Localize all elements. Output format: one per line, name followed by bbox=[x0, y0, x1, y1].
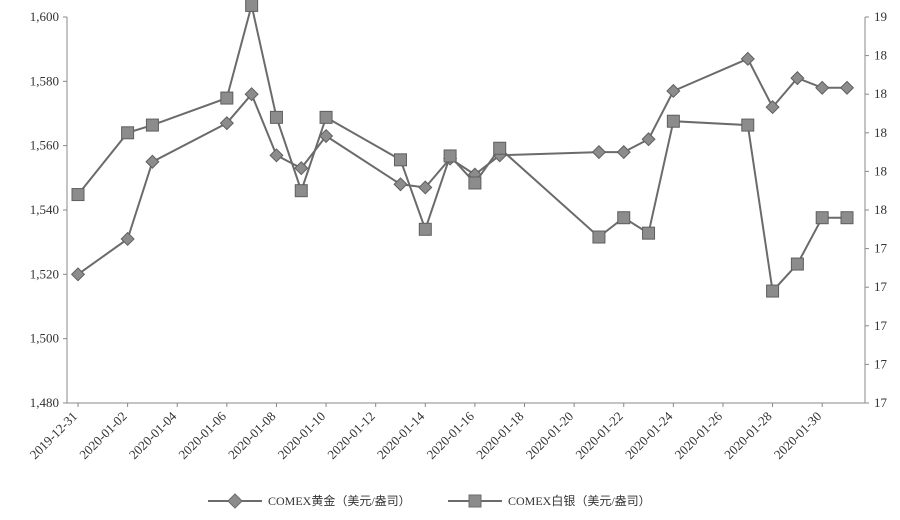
x-tick-label: 2020-01-02 bbox=[76, 409, 130, 463]
gold-data-point bbox=[641, 132, 656, 147]
gold-data-point bbox=[219, 116, 234, 131]
legend-silver-marker bbox=[468, 494, 482, 508]
right-y-ticks: 17 17 17 17 17 18 18 18 18 18 19 bbox=[865, 9, 888, 410]
silver-data-point bbox=[121, 126, 135, 140]
silver-data-point bbox=[741, 118, 755, 132]
x-tick-label: 2020-01-12 bbox=[324, 409, 378, 463]
gold-data-point bbox=[740, 51, 755, 66]
silver-data-point bbox=[592, 230, 606, 244]
silver-data-point bbox=[269, 110, 283, 124]
right-tick-label: 19 bbox=[874, 9, 887, 24]
gold-data-point bbox=[839, 80, 855, 95]
right-tick-label: 17 bbox=[874, 395, 888, 410]
legend-silver-label: COMEX白银（美元/盎司） bbox=[508, 493, 651, 508]
series-layer bbox=[70, 0, 855, 298]
silver-data-point bbox=[71, 188, 85, 202]
right-tick-label: 18 bbox=[874, 163, 887, 178]
gold-data-point bbox=[120, 231, 135, 247]
legend: COMEX黄金（美元/盎司） COMEX白银（美元/盎司） bbox=[208, 493, 651, 509]
silver-data-point bbox=[294, 184, 308, 198]
silver-data-point bbox=[319, 110, 333, 124]
gold-data-point bbox=[244, 87, 259, 102]
gold-data-point bbox=[294, 161, 309, 176]
silver-data-point bbox=[493, 141, 507, 155]
silver-data-point bbox=[145, 118, 159, 132]
gold-data-point bbox=[318, 128, 334, 144]
right-tick-label: 17 bbox=[874, 279, 888, 294]
x-tick-label: 2020-01-16 bbox=[424, 408, 478, 462]
gold-data-point bbox=[418, 180, 433, 195]
silver-data-point bbox=[468, 176, 482, 190]
left-tick-label: 1,500 bbox=[30, 331, 59, 346]
x-tick-label: 2020-01-26 bbox=[672, 408, 726, 462]
x-tick-label: 2020-01-10 bbox=[275, 409, 329, 463]
gold-data-point bbox=[666, 83, 681, 99]
x-tick-label: 2020-01-28 bbox=[721, 409, 775, 463]
right-tick-label: 18 bbox=[874, 86, 887, 101]
silver-data-point bbox=[766, 284, 780, 298]
x-tick-label: 2020-01-18 bbox=[473, 409, 527, 463]
silver-data-point bbox=[790, 257, 804, 271]
x-tick-label: 2020-01-20 bbox=[523, 409, 577, 463]
gold-data-point bbox=[269, 148, 284, 163]
x-tick-label: 2020-01-04 bbox=[126, 408, 180, 462]
legend-item-gold: COMEX黄金（美元/盎司） bbox=[208, 493, 411, 509]
left-tick-label: 1,580 bbox=[30, 73, 59, 88]
left-tick-label: 1,480 bbox=[30, 395, 59, 410]
x-tick-label: 2020-01-14 bbox=[374, 408, 428, 462]
silver-data-point bbox=[220, 91, 234, 105]
gold-data-point bbox=[765, 99, 780, 115]
right-tick-label: 17 bbox=[874, 241, 888, 256]
x-ticks: 2019-12-312020-01-022020-01-042020-01-06… bbox=[27, 403, 825, 463]
left-tick-label: 1,560 bbox=[30, 138, 59, 153]
x-tick-label: 2020-01-06 bbox=[175, 408, 229, 462]
gold-data-point bbox=[616, 145, 631, 160]
right-tick-label: 18 bbox=[874, 48, 887, 63]
silver-data-point bbox=[245, 0, 259, 12]
right-tick-label: 18 bbox=[874, 202, 887, 217]
gold-data-point bbox=[815, 80, 830, 95]
x-tick-label: 2019-12-31 bbox=[27, 409, 81, 463]
silver-series-line bbox=[77, 5, 847, 294]
x-tick-label: 2020-01-22 bbox=[572, 409, 626, 463]
left-y-ticks: 1,480 1,500 1,520 1,540 1,560 1,580 1,600 bbox=[30, 9, 67, 410]
gold-series-line bbox=[77, 57, 847, 276]
silver-data-point bbox=[840, 211, 854, 225]
x-tick-label: 2020-01-30 bbox=[771, 409, 825, 463]
left-tick-label: 1,600 bbox=[30, 9, 59, 24]
right-tick-label: 18 bbox=[874, 125, 887, 140]
gold-data-point bbox=[790, 71, 805, 86]
gold-data-point bbox=[393, 177, 408, 192]
silver-data-point bbox=[393, 153, 407, 167]
silver-data-point bbox=[617, 211, 631, 225]
legend-item-silver: COMEX白银（美元/盎司） bbox=[448, 493, 651, 508]
silver-data-point bbox=[443, 149, 457, 163]
left-tick-label: 1,520 bbox=[30, 266, 59, 281]
right-tick-label: 17 bbox=[874, 356, 888, 371]
legend-gold-marker bbox=[227, 493, 243, 509]
silver-data-point bbox=[666, 114, 680, 128]
gold-data-point bbox=[591, 145, 607, 160]
silver-data-point bbox=[418, 222, 432, 236]
gold-data-point bbox=[145, 154, 160, 169]
x-tick-label: 2020-01-24 bbox=[622, 408, 676, 462]
gold-data-point bbox=[70, 267, 86, 282]
silver-data-point bbox=[815, 211, 829, 225]
silver-data-point bbox=[642, 226, 656, 240]
legend-gold-label: COMEX黄金（美元/盎司） bbox=[268, 493, 411, 508]
left-tick-label: 1,540 bbox=[30, 202, 59, 217]
x-tick-label: 2020-01-08 bbox=[225, 409, 279, 463]
right-tick-label: 17 bbox=[874, 318, 888, 333]
